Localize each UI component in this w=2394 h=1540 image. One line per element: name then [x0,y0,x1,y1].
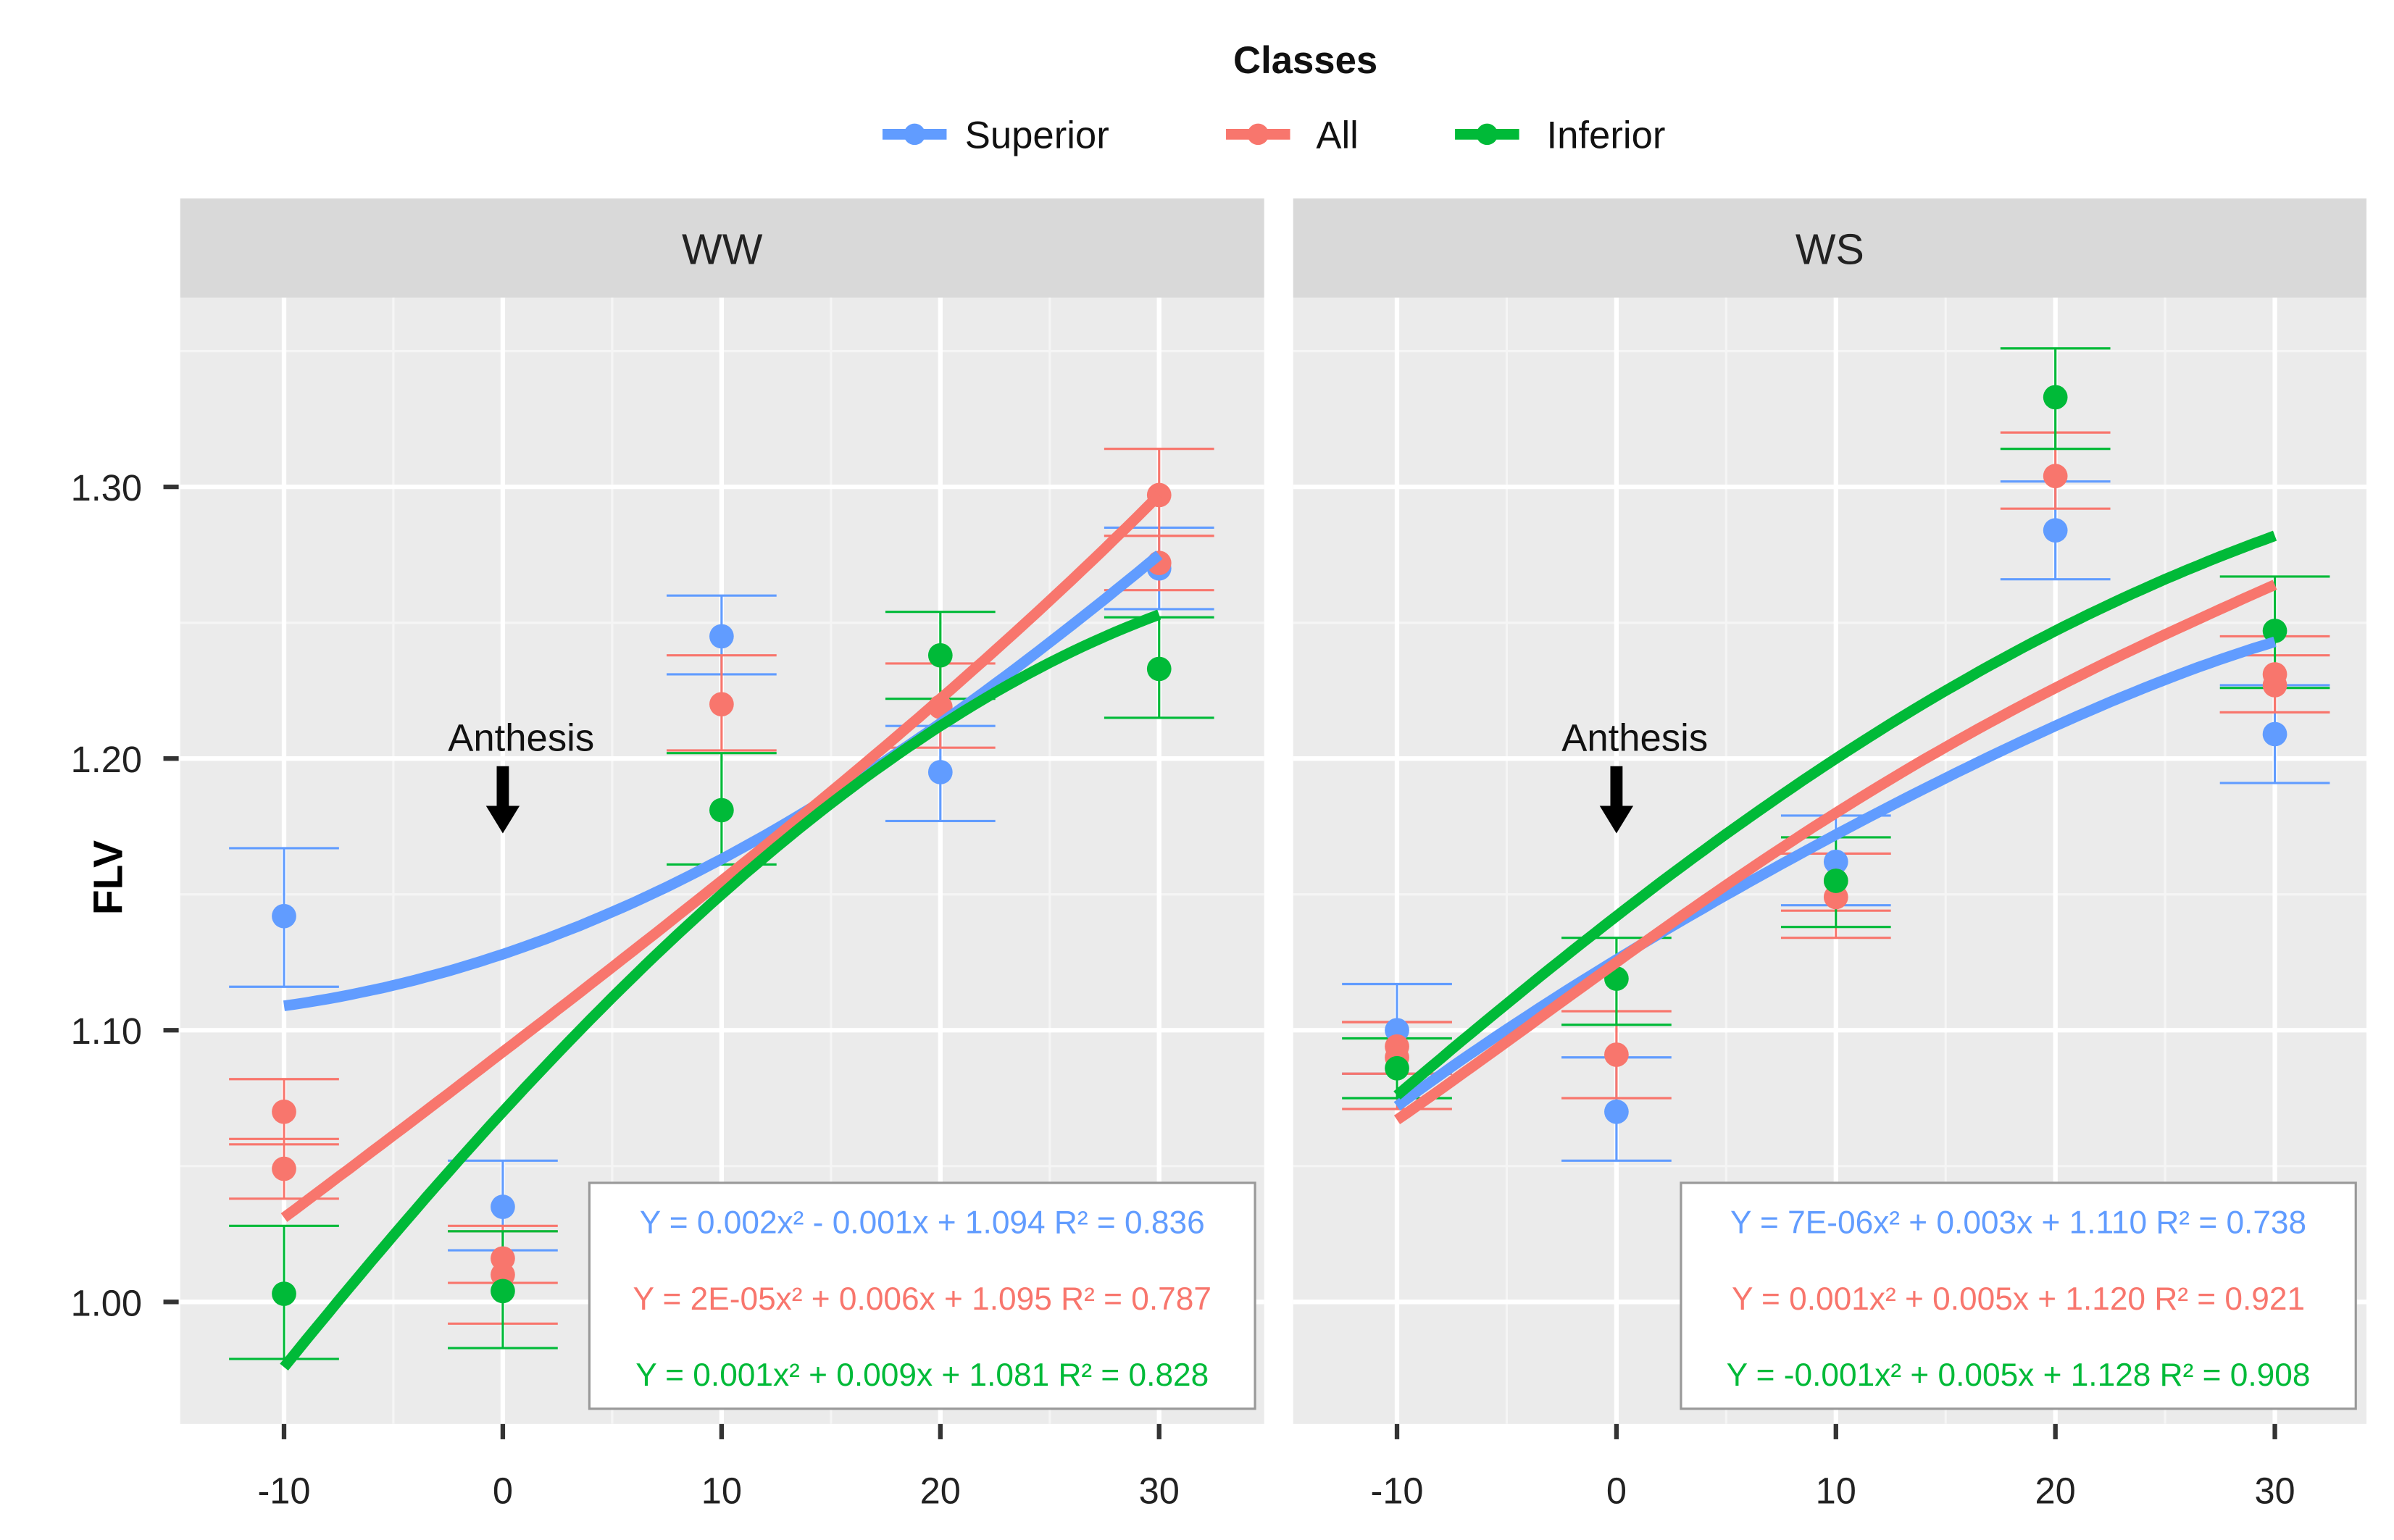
x-tick-label: 10 [1816,1470,1856,1511]
y-tick-label: 1.20 [71,739,142,780]
y-tick-label: 1.30 [71,467,142,509]
fit-curve-inferior [1393,530,2277,1100]
legend-label: All [1316,114,1359,156]
fit-curve-all [280,491,1163,1222]
data-point-superior [1604,1099,1629,1124]
panel-ww: WW -10 0 10 20 30 Anthesis Y = 0.002x² - 0.001x… [180,198,1264,1511]
data-point-all [2043,464,2068,488]
fit-curve-inferior [280,609,1161,1370]
legend-item-superior: Superior [882,114,1109,156]
equation-box: Y = 7E-06x² + 0.003x + 1.110 R² = 0.738 Y… [1680,1181,2357,1410]
legend-title: Classes [1233,39,1377,82]
y-tick-label: 1.10 [71,1010,142,1052]
panel-ws: WS -10 0 10 20 30 Anthesis Y = 7E-06x² + 0.003x… [1293,198,2366,1511]
equation-superior: Y = 7E-06x² + 0.003x + 1.110 R² = 0.738 [1730,1205,2306,1240]
legend-label: Superior [965,114,1109,156]
panel-title: WS [1796,226,1864,274]
equation-all: Y = 2E-05x² + 0.006x + 1.095 R² = 0.787 [633,1281,1211,1317]
panel-strip [1293,198,2366,298]
x-tick-label: 0 [493,1470,513,1511]
anthesis-label: Anthesis [448,717,594,760]
data-point-inferior [709,798,734,823]
data-point-all [709,692,734,717]
legend-key-marker [904,123,925,146]
data-point-all [1604,1042,1629,1067]
data-point-all [2262,673,2287,698]
x-tick-label: 0 [1606,1470,1627,1511]
data-point-superior [2262,721,2287,747]
panel-strip [180,198,1264,298]
data-point-superior [709,624,734,649]
x-tick-label: 20 [2035,1470,2076,1511]
data-point-inferior [2262,619,2287,643]
fit-curve-superior [283,551,1163,1011]
legend-label: Inferior [1547,114,1666,156]
equation-inferior: Y = 0.001x² + 0.009x + 1.081 R² = 0.828 [635,1357,1209,1393]
data-point-superior [2043,518,2068,543]
y-tick-label: 1.00 [71,1282,142,1323]
legend: Classes Superior All Inferior [882,39,1665,156]
data-point-all [272,1099,296,1124]
anthesis-arrow-icon [1599,766,1634,834]
x-tick-label: 30 [1139,1470,1180,1511]
y-axis-label: FLV [86,840,132,915]
x-tick-label: 30 [2254,1470,2295,1511]
panel-title: WW [682,226,763,274]
equation-superior: Y = 0.002x² - 0.001x + 1.094 R² = 0.836 [640,1205,1205,1240]
equation-all: Y = 0.001x² + 0.005x + 1.120 R² = 0.921 [1732,1281,2305,1317]
data-point-superior [927,760,953,784]
legend-item-all: All [1226,114,1359,156]
data-point-inferior [272,1281,296,1306]
x-tick-label: 20 [920,1470,961,1511]
anthesis-arrow-icon [485,766,520,834]
data-point-inferior [2043,385,2068,410]
fit-curve-superior [1393,636,2277,1111]
legend-item-inferior: Inferior [1455,114,1665,156]
data-point-inferior [1146,656,1172,682]
data-point-inferior [1823,869,1848,893]
data-point-superior [272,903,296,929]
equation-box: Y = 0.002x² - 0.001x + 1.094 R² = 0.836 Y… [588,1181,1256,1410]
equation-inferior: Y = -0.001x² + 0.005x + 1.128 R² = 0.908 [1727,1357,2311,1393]
legend-key-marker [1476,123,1498,146]
fit-curve-all [1393,579,2277,1125]
data-point-inferior [491,1279,515,1304]
data-point-superior [491,1194,515,1219]
anthesis-label: Anthesis [1561,717,1708,760]
legend-key-marker [1247,123,1269,146]
data-point-superior [1823,849,1848,874]
x-tick-label: -10 [257,1470,310,1511]
data-point-inferior [1385,1055,1409,1081]
data-point-inferior [927,643,953,668]
data-point-all [272,1156,296,1181]
x-tick-label: -10 [1370,1470,1423,1511]
x-tick-label: 10 [701,1470,742,1511]
